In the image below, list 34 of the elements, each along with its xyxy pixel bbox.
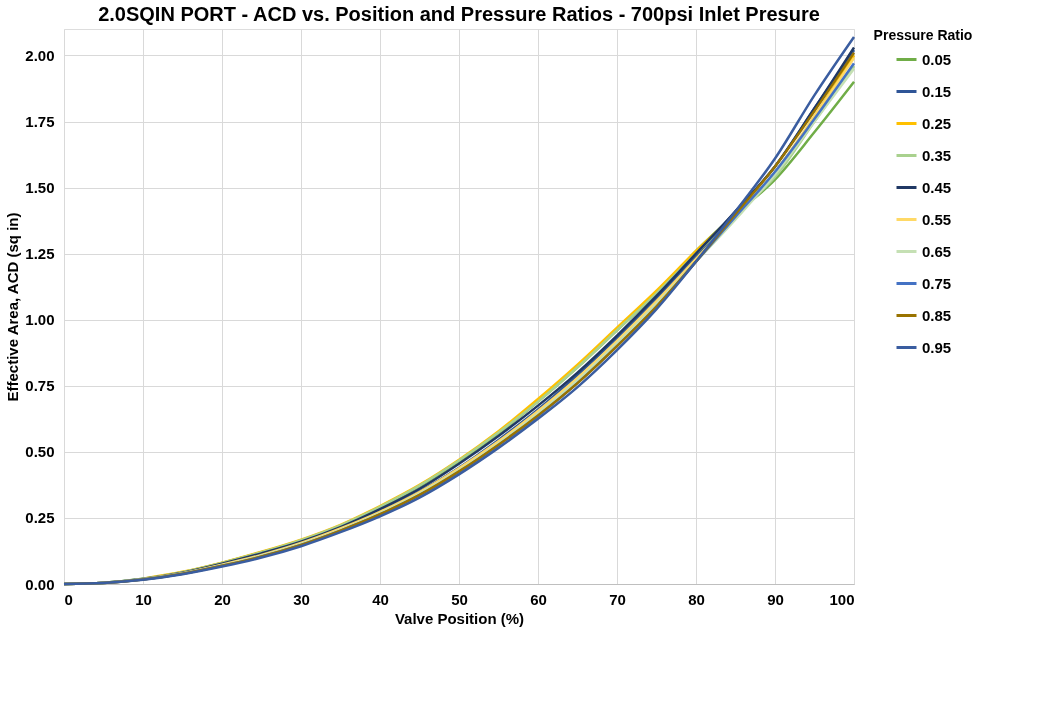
x-tick-label: 40	[372, 590, 389, 608]
legend-label: 0.05	[922, 50, 952, 68]
x-tick-label: 100	[829, 590, 855, 608]
legend-label: 0.95	[922, 338, 952, 356]
legend-label: 0.15	[922, 82, 952, 100]
legend-label: 0.25	[922, 114, 952, 132]
legend-label: 0.35	[922, 146, 952, 164]
legend-label: 0.55	[922, 210, 952, 228]
y-tick-label: 1.50	[25, 179, 55, 197]
chart-title: 2.0SQIN PORT - ACD vs. Position and Pressure Ratios - 700psi Inlet Presure	[98, 3, 820, 25]
x-tick-label: 90	[767, 590, 784, 608]
x-tick-label: 10	[135, 590, 152, 608]
y-tick-label: 1.25	[25, 245, 55, 263]
x-tick-label: 30	[293, 590, 310, 608]
legend-label: 0.75	[922, 274, 952, 292]
y-tick-label: 0.00	[25, 575, 55, 593]
x-tick-label: 80	[688, 590, 705, 608]
y-tick-label: 2.00	[25, 46, 55, 64]
x-tick-label: 20	[214, 590, 231, 608]
x-tick-label: 50	[451, 590, 468, 608]
legend-label: 0.65	[922, 242, 952, 260]
legend-label: 0.85	[922, 306, 952, 324]
y-axis-title: Effective Area, ACD (sq in)	[4, 212, 22, 402]
y-tick-label: 0.50	[25, 443, 55, 461]
legend-label: 0.45	[922, 178, 952, 196]
legend-title: Pressure Ratio	[873, 27, 973, 43]
x-tick-label: 60	[530, 590, 547, 608]
x-tick-label: 0	[64, 590, 73, 608]
y-tick-label: 0.75	[25, 377, 55, 395]
y-tick-label: 0.25	[25, 509, 55, 527]
x-tick-label: 70	[609, 590, 626, 608]
y-tick-label: 1.75	[25, 113, 55, 130]
y-tick-label: 1.00	[25, 311, 55, 329]
x-axis-title: Valve Position (%)	[394, 609, 525, 627]
